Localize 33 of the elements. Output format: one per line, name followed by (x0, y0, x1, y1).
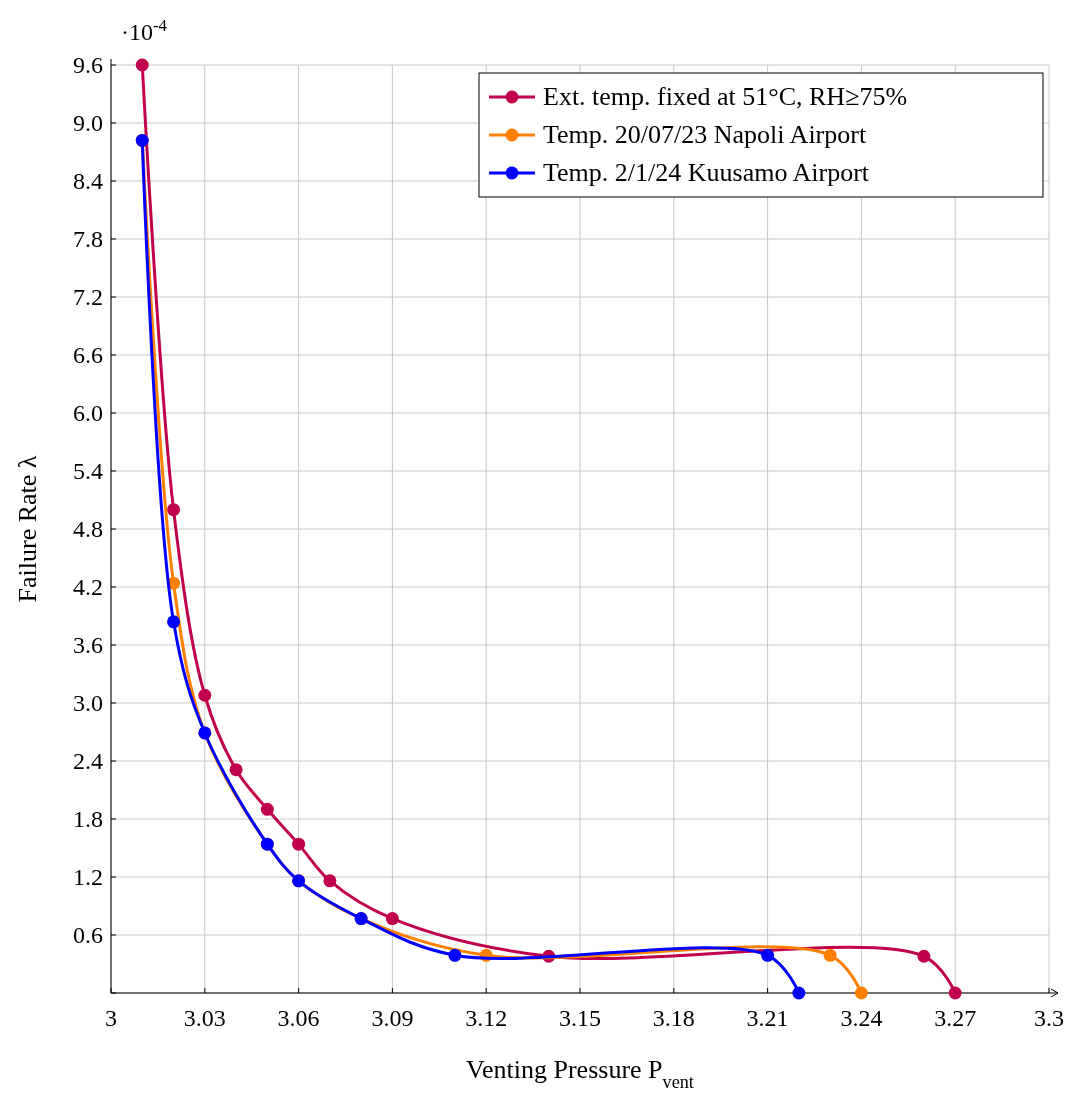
y-axis-title: Failure Rate λ (13, 455, 42, 603)
y-tick-label: 4.2 (73, 574, 103, 600)
y-tick-label: 6.6 (73, 342, 103, 368)
y-tick-label: 6.0 (73, 400, 103, 426)
legend-label: Ext. temp. fixed at 51°C, RH≥75% (543, 82, 908, 111)
y-tick-label: 9.6 (73, 52, 103, 78)
y-tick-label: 2.4 (73, 748, 103, 774)
y-tick-label: 8.4 (73, 168, 103, 194)
y-tick-label: 5.4 (73, 458, 103, 484)
x-tick-label: 3.27 (934, 1005, 977, 1031)
y-tick-label: 1.8 (73, 806, 103, 832)
x-tick-label: 3.12 (465, 1005, 508, 1031)
y-tick-label: 4.8 (73, 516, 103, 542)
y-tick-label: 1.2 (73, 864, 103, 890)
y-tick-label: 7.2 (73, 284, 103, 310)
x-tick-label: 3.06 (277, 1005, 320, 1031)
x-tick-label: 3.3 (1034, 1005, 1064, 1031)
x-tick-label: 3.18 (652, 1005, 695, 1031)
y-tick-label: 3.6 (73, 632, 103, 658)
x-tick-label: 3.03 (183, 1005, 226, 1031)
x-tick-label: 3.24 (840, 1005, 883, 1031)
text: ·10$^{-4}$ (121, 15, 168, 45)
y-tick-label: 0.6 (73, 922, 103, 948)
x-tick-label: 3.09 (371, 1005, 414, 1031)
y-tick-label: 3.0 (73, 690, 103, 716)
x-tick-label: 3.15 (559, 1005, 601, 1031)
x-axis-title: Venting Pressure P$_{vent}$ (466, 1055, 694, 1092)
y-tick-label: 9.0 (73, 110, 103, 136)
x-tick-label: 3.21 (746, 1005, 789, 1031)
legend-label: Temp. 2/1/24 Kuusamo Airport (543, 158, 870, 187)
x-tick-label: 3 (105, 1005, 117, 1031)
legend-label: Temp. 20/07/23 Napoli Airport (543, 120, 867, 149)
y-tick-label: 7.8 (73, 226, 103, 252)
